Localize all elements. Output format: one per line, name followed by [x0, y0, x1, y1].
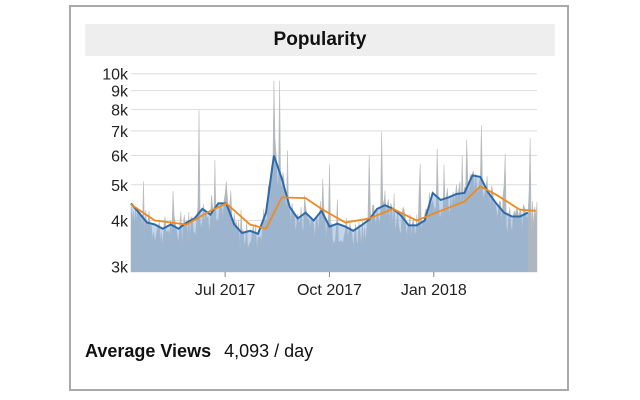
y-tick-label: 10k: [102, 67, 129, 84]
y-tick-label: 9k: [111, 84, 129, 101]
x-tick-label: Oct 2017: [297, 282, 362, 299]
average-views: Average Views 4,093 / day: [85, 341, 313, 362]
y-tick-label: 7k: [111, 124, 129, 141]
x-tick-label: Jan 2018: [401, 282, 467, 299]
x-tick-label: Jul 2017: [195, 282, 256, 299]
smoothed-views-area: [131, 155, 528, 272]
average-views-value: 4,093 / day: [224, 341, 314, 361]
average-views-label: Average Views: [85, 341, 212, 361]
y-tick-label: 6k: [111, 149, 129, 166]
chart-title: Popularity: [273, 29, 367, 50]
title-bar: Popularity: [85, 24, 555, 56]
smoothed-views-line: [130, 155, 529, 236]
y-tick-label: 8k: [111, 102, 129, 119]
popularity-card: Popularity 3k 4k 5k 6k 7k 8k 9k 10k Jul 2017 Oct …: [69, 5, 569, 391]
y-tick-label: 3k: [111, 260, 129, 277]
y-tick-label: 5k: [111, 178, 129, 195]
average-views-line: [130, 185, 536, 230]
y-tick-label: 4k: [111, 213, 129, 230]
